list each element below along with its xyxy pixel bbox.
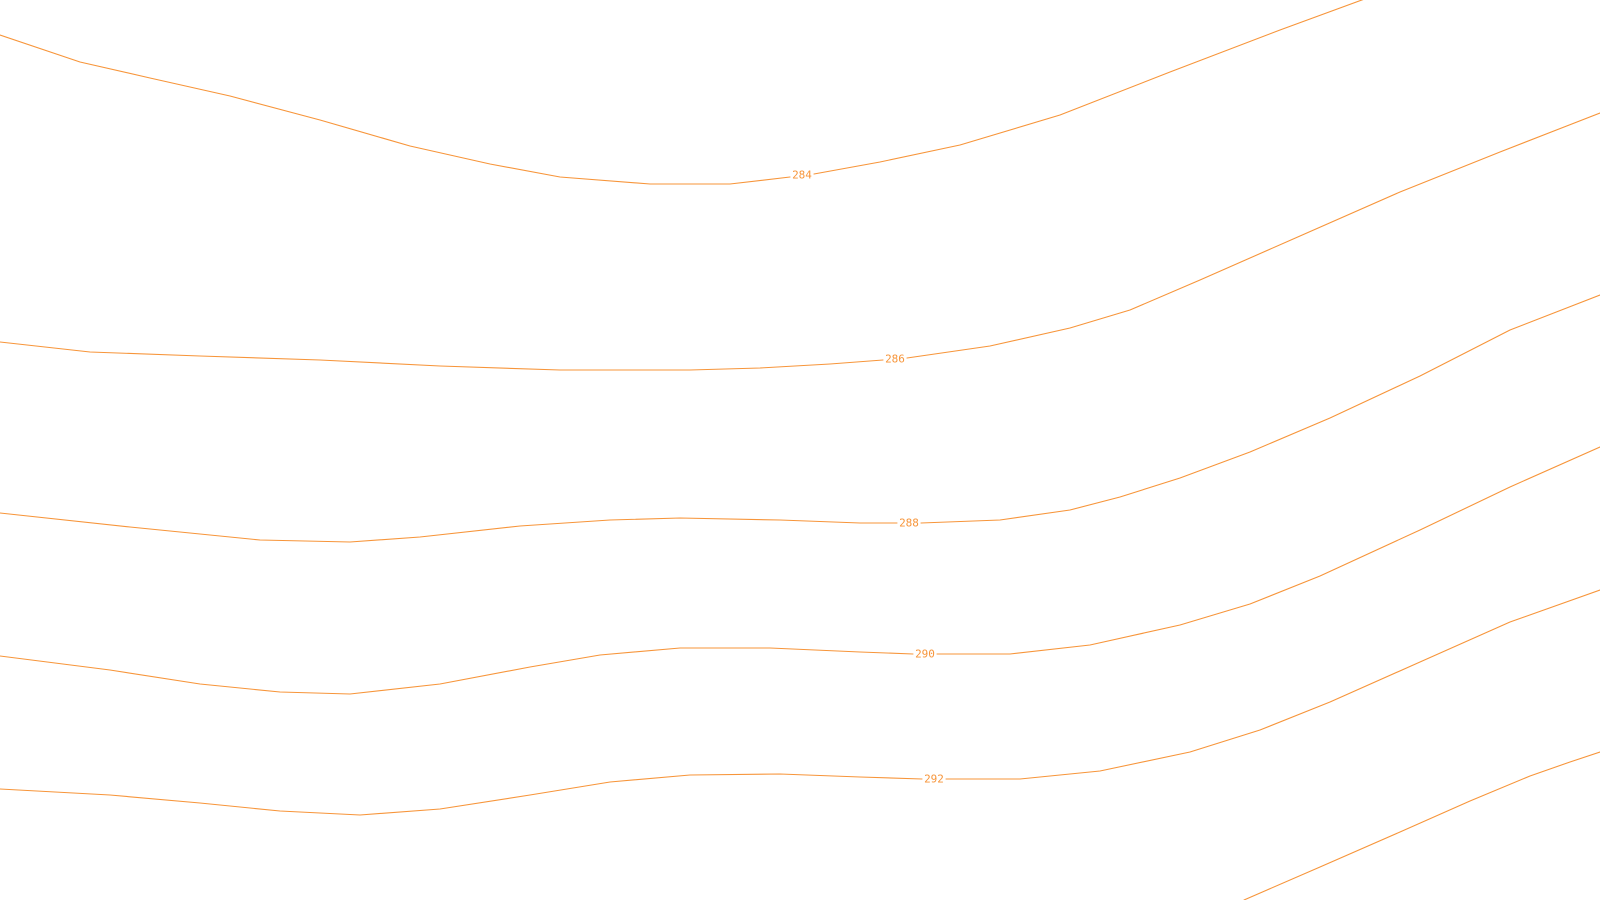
contour-line-286 <box>0 112 1600 371</box>
contour-label-290: 290 <box>915 648 935 661</box>
contour-label-288: 288 <box>899 517 919 530</box>
contour-line-284 <box>0 0 1364 185</box>
contour-line-294 <box>1243 751 1600 900</box>
contour-294 <box>1243 751 1600 900</box>
contour-line-292 <box>0 589 1600 816</box>
contour-line-288 <box>0 294 1600 543</box>
contour-290: 290 <box>0 446 1600 695</box>
contour-label-284: 284 <box>792 169 812 182</box>
contour-label-292: 292 <box>924 773 944 786</box>
contour-line-290 <box>0 446 1600 695</box>
contour-292: 292 <box>0 589 1600 816</box>
contour-label-286: 286 <box>885 353 905 366</box>
contour-286: 286 <box>0 112 1600 371</box>
contour-288: 288 <box>0 294 1600 543</box>
contour-284: 284 <box>0 0 1364 185</box>
